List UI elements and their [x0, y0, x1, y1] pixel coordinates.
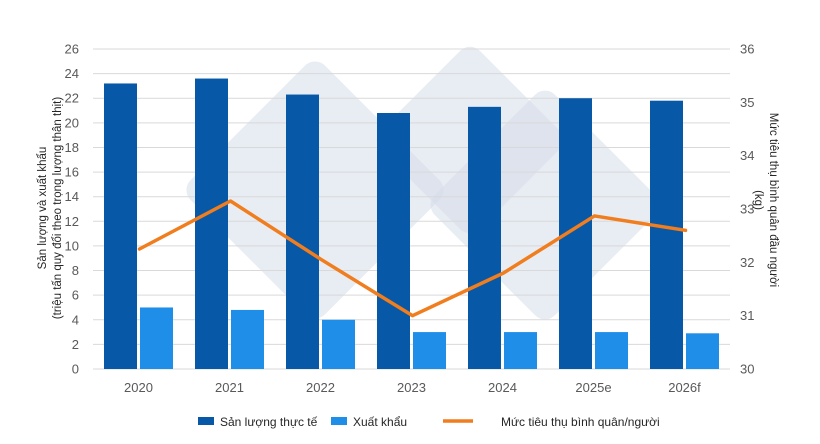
bar-production — [286, 94, 319, 370]
right-axis-ticks: 30 31 32 33 34 35 36 — [740, 42, 754, 377]
right-tick-label: 30 — [740, 362, 754, 377]
legend-label: Sản lượng thực tế — [220, 415, 318, 429]
right-axis-title-line: (kg) — [752, 190, 764, 210]
left-tick-label: 20 — [65, 115, 79, 130]
right-tick-label: 32 — [740, 255, 754, 270]
legend-swatch — [331, 417, 347, 425]
legend-label: Xuất khẩu — [353, 415, 407, 429]
bar-export — [231, 309, 264, 369]
left-tick-label: 0 — [72, 362, 79, 377]
bar-export — [413, 332, 446, 369]
bar-export — [504, 332, 537, 369]
left-tick-label: 10 — [65, 238, 79, 253]
left-tick-label: 22 — [65, 91, 79, 106]
bars — [104, 78, 719, 370]
left-tick-label: 18 — [65, 140, 79, 155]
bar-production — [104, 83, 137, 369]
left-axis-title: Sản lượng và xuất khẩu (triệu tấn quy đổi… — [37, 97, 64, 320]
x-axis-ticks: 2020 2021 2022 2023 2024 2025e 2026f — [124, 380, 701, 395]
left-tick-label: 12 — [65, 214, 79, 229]
x-tick-label: 2023 — [397, 380, 426, 395]
left-tick-label: 24 — [65, 66, 79, 81]
right-tick-label: 33 — [740, 202, 754, 217]
left-tick-label: 14 — [65, 189, 79, 204]
x-tick-label: 2021 — [215, 380, 244, 395]
bar-production — [468, 106, 501, 369]
left-tick-label: 2 — [72, 337, 79, 352]
right-tick-label: 36 — [740, 42, 754, 57]
left-axis-title-line: (triệu tấn quy đổi theo trọng lượng thân… — [52, 97, 64, 320]
right-tick-label: 31 — [740, 308, 754, 323]
left-tick-label: 16 — [65, 165, 79, 180]
bar-production — [377, 113, 410, 369]
bar-production — [195, 78, 228, 370]
bar-production — [650, 100, 683, 369]
x-tick-label: 2024 — [488, 380, 517, 395]
left-axis-title-line: Sản lượng và xuất khẩu — [37, 147, 49, 270]
x-tick-label: 2020 — [124, 380, 153, 395]
left-tick-label: 8 — [72, 263, 79, 278]
right-tick-label: 35 — [740, 95, 754, 110]
legend: Sản lượng thực tế Xuất khẩu Mức tiêu thụ b… — [198, 415, 660, 429]
right-axis-title-line: Mức tiêu thụ bình quân đầu người — [767, 113, 779, 287]
legend-label: Mức tiêu thụ bình quân/người — [501, 415, 660, 429]
x-tick-label: 2025e — [575, 380, 611, 395]
legend-swatch — [198, 417, 214, 425]
bar-export — [595, 332, 628, 369]
x-tick-label: 2026f — [668, 380, 701, 395]
left-tick-label: 4 — [72, 312, 79, 327]
right-tick-label: 34 — [740, 148, 754, 163]
bar-export — [140, 307, 173, 369]
bar-export — [322, 319, 355, 369]
line-consumption — [137, 199, 688, 318]
x-tick-label: 2022 — [306, 380, 335, 395]
left-tick-label: 26 — [65, 42, 79, 57]
bar-export — [686, 333, 719, 369]
left-tick-label: 6 — [72, 288, 79, 303]
line-series — [137, 199, 688, 318]
watermark-logo-icon — [186, 46, 660, 320]
right-axis-title: Mức tiêu thụ bình quân đầu người(kg) — [752, 113, 779, 287]
